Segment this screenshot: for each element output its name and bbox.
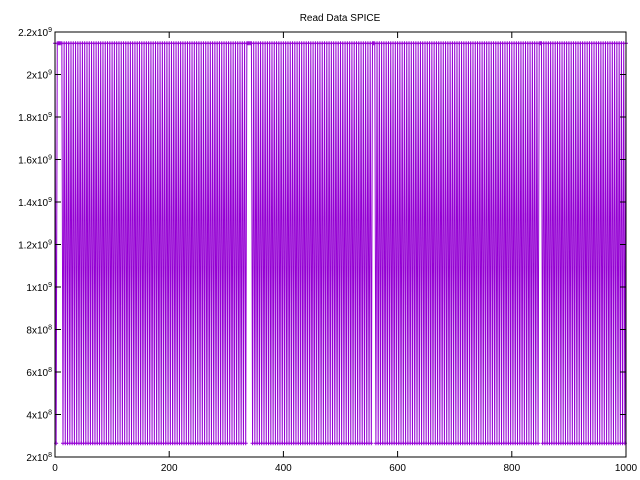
x-tick-label-0: 0 <box>52 463 58 474</box>
x-tick-label-3: 600 <box>389 463 406 474</box>
y-tick-label-3: 8x108 <box>26 325 52 337</box>
y-tick-label-5: 1.2x109 <box>18 240 52 252</box>
y-tick-label-7: 1.6x109 <box>18 155 52 167</box>
series-point-0-277 <box>369 441 374 446</box>
y-tick-label-8: 1.8x109 <box>18 112 52 124</box>
x-tick-label-5: 1000 <box>615 463 638 474</box>
y-tick-label-1: 4x108 <box>26 410 52 422</box>
x-tick-label-1: 200 <box>161 463 178 474</box>
y-tick-label-4: 1x109 <box>26 282 52 294</box>
chart-title: Read Data SPICE <box>300 13 381 24</box>
y-tick-label-0: 2x108 <box>26 452 52 464</box>
y-tick-label-10: 2.2x109 <box>18 27 52 39</box>
x-axis: 0 200 400 600 800 1000 <box>52 32 638 474</box>
series-point-0-423 <box>536 441 541 446</box>
y-tick-label-9: 2x109 <box>26 70 52 82</box>
y-tick-label-6: 1.4x109 <box>18 197 52 209</box>
series-layer <box>53 41 628 446</box>
x-tick-label-4: 800 <box>503 463 520 474</box>
series-point-0-167 <box>243 441 248 446</box>
y-tick-label-2: 6x108 <box>26 367 52 379</box>
x-tick-label-2: 400 <box>275 463 292 474</box>
y-axis: 2x108 4x108 6x108 8x108 1x109 1.2x109 1.4x109 1… <box>18 27 626 464</box>
